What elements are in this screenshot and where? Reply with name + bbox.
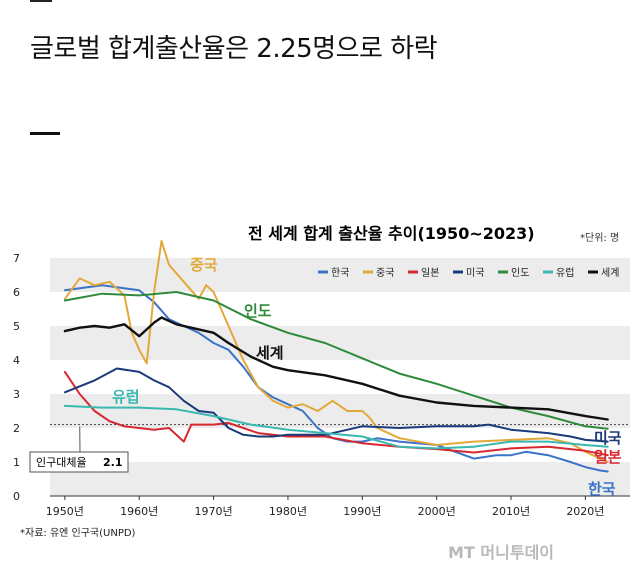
section-divider	[30, 132, 60, 135]
y-tick-label: 3	[13, 388, 20, 401]
series-end-label: 인도	[244, 302, 272, 320]
chart-source: *자료: 유엔 인구국(UNPD)	[20, 527, 136, 539]
y-tick-label: 4	[13, 354, 20, 367]
legend-item: 유럽	[556, 267, 574, 279]
chart-bands	[50, 258, 630, 496]
series-line-유럽	[63, 404, 609, 450]
series-lines	[63, 240, 609, 473]
chart-legend: 한국 중국 일본 미국 인도 유럽 세계	[318, 267, 619, 279]
replacement-annotation: 인구대체율 2.1	[29, 451, 129, 473]
x-tick-label: 1950년	[46, 505, 84, 518]
series-line-세계	[63, 316, 609, 421]
series-line-일본	[63, 370, 609, 457]
y-tick-label: 2	[13, 422, 20, 435]
y-tick-label: 7	[13, 252, 20, 265]
series-end-label: 한국	[588, 480, 616, 498]
y-axis: 0 1 2 3 4 5 6 7	[13, 252, 20, 503]
series-end-label: 중국	[190, 256, 218, 274]
legend-item: 한국	[331, 267, 349, 279]
legend-item: 미국	[466, 267, 484, 279]
chart-band	[50, 258, 630, 292]
y-tick-label: 1	[13, 456, 20, 469]
x-tick-label: 1980년	[269, 505, 307, 518]
y-tick-label: 5	[13, 320, 20, 333]
replacement-label-box	[29, 451, 129, 473]
chart-unit: *단위: 명	[580, 231, 619, 244]
series-line-중국	[63, 240, 609, 463]
replacement-label: 인구대체율	[36, 456, 87, 469]
legend-item: 세계	[601, 267, 619, 279]
x-axis: 1950년 1960년 1970년 1980년 1990년 2000년 2010년 2020년	[46, 495, 630, 518]
top-rule	[30, 0, 52, 2]
x-tick-label: 2010년	[492, 505, 530, 518]
series-end-label: 미국	[594, 429, 622, 447]
replacement-line-group	[50, 424, 630, 453]
chart-band	[50, 462, 630, 496]
chart-band	[50, 394, 630, 428]
chart-title: 전 세계 합계 출산율 추이(1950~2023)	[248, 224, 535, 243]
legend-item: 인도	[511, 267, 529, 279]
x-tick-label: 1990년	[343, 505, 381, 518]
series-line-미국	[63, 367, 609, 443]
series-end-label: 세계	[256, 344, 284, 362]
y-tick-label: 6	[13, 286, 20, 299]
series-end-label: 일본	[594, 448, 622, 466]
legend-item: 일본	[421, 267, 439, 279]
x-tick-label: 2000년	[418, 505, 456, 518]
x-tick-label: 2020년	[566, 505, 604, 518]
series-end-label: 유럽	[112, 388, 140, 406]
legend-item: 중국	[376, 267, 394, 279]
watermark: MT 머니투데이	[448, 543, 554, 562]
x-tick-label: 1960년	[120, 505, 158, 518]
article-headline: 글로벌 합계출산율은 2.25명으로 하락	[30, 34, 438, 64]
series-line-인도	[63, 291, 609, 430]
replacement-value-label: 2.1	[103, 456, 123, 469]
y-tick-label: 0	[13, 490, 20, 503]
x-tick-label: 1970년	[195, 505, 233, 518]
